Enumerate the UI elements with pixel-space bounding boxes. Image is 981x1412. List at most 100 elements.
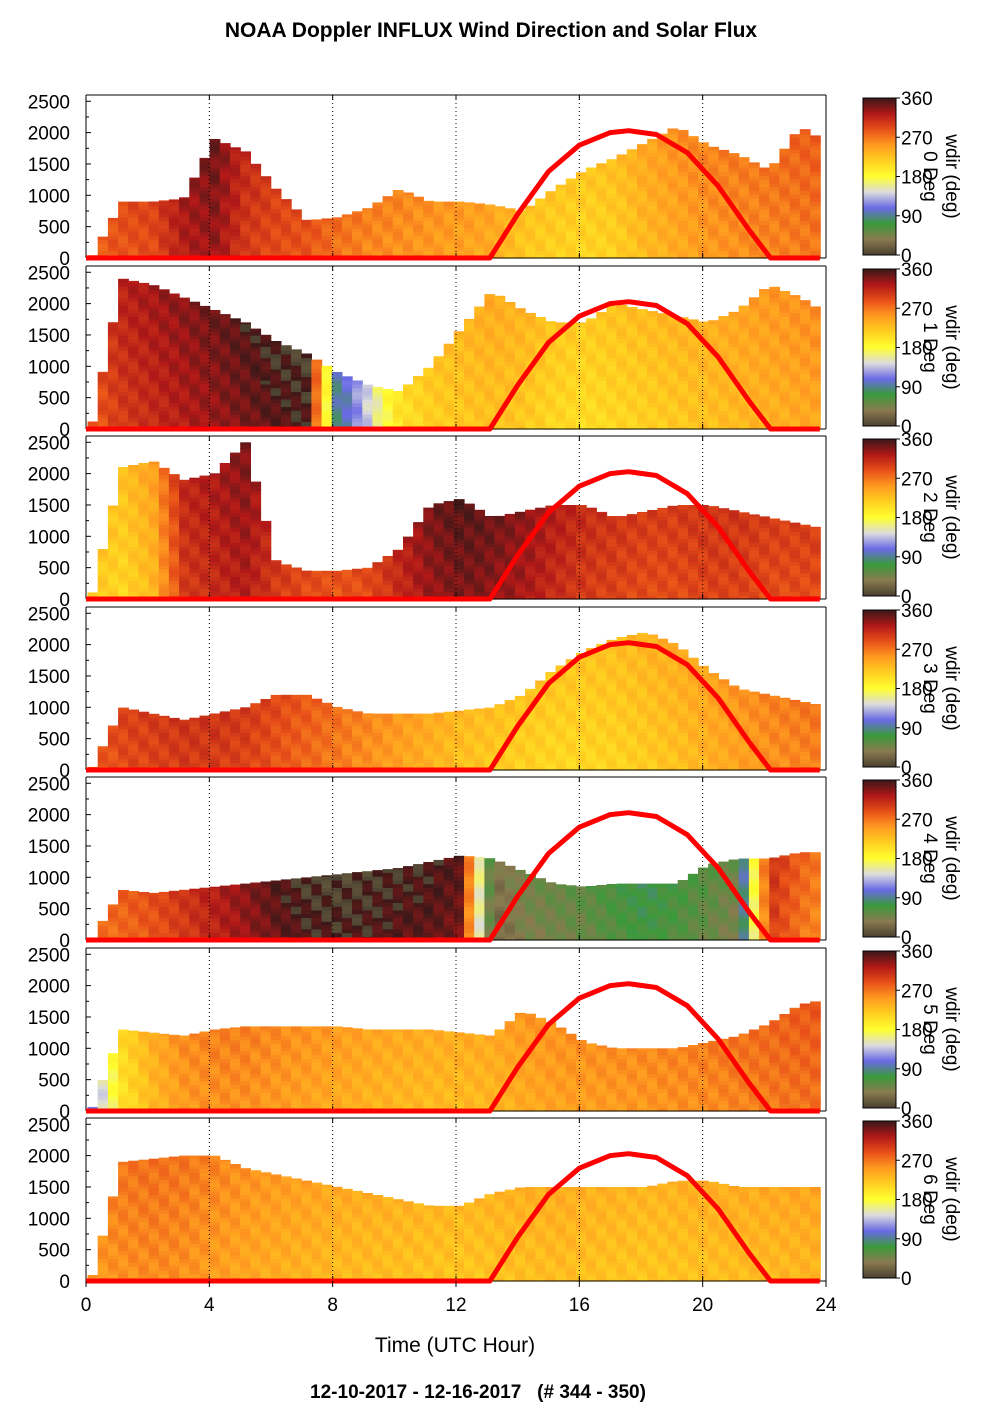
heatmap-cell — [260, 406, 272, 411]
heatmap-cell — [179, 493, 190, 499]
heatmap-cell — [616, 565, 628, 570]
heatmap-cell — [647, 212, 658, 218]
heatmap-cell — [718, 205, 730, 210]
heatmap-cell — [606, 587, 618, 593]
heatmap-cell — [718, 327, 730, 332]
heatmap-cell — [453, 508, 465, 514]
heatmap-cell — [698, 372, 709, 377]
heatmap-cell — [769, 338, 781, 344]
heatmap-cell — [301, 220, 312, 225]
heatmap-cell — [128, 527, 139, 532]
heatmap-cell — [514, 231, 526, 237]
heatmap-cell — [209, 350, 221, 355]
heatmap-cell — [606, 350, 618, 355]
heatmap-cell — [138, 546, 150, 551]
heatmap-cell — [504, 350, 516, 355]
heatmap-cell — [474, 372, 485, 377]
heatmap-cell — [189, 220, 201, 225]
heatmap-cell — [494, 421, 506, 426]
heatmap-cell — [240, 227, 251, 233]
heatmap-cell — [280, 410, 292, 415]
heatmap-cell — [494, 553, 506, 559]
heatmap-cell — [545, 398, 557, 404]
heatmap-cell — [616, 395, 628, 400]
heatmap-cell — [789, 398, 801, 404]
heatmap-cell — [158, 350, 170, 355]
heatmap-cell — [138, 561, 150, 566]
heatmap-cell — [321, 402, 333, 408]
heatmap-cell — [545, 201, 557, 206]
heatmap-cell — [728, 417, 740, 423]
heatmap-cell — [728, 335, 740, 340]
heatmap-cell — [453, 565, 465, 570]
heatmap-cell — [168, 527, 180, 532]
heatmap-cell — [372, 235, 384, 240]
heatmap-cell — [372, 591, 384, 596]
heatmap-cell — [677, 227, 689, 233]
heatmap-cell — [759, 239, 770, 244]
heatmap-cell — [230, 546, 241, 551]
heatmap-cell — [158, 421, 170, 426]
heatmap-cell — [667, 342, 679, 347]
heatmap-cell — [382, 398, 394, 404]
heatmap-cell — [107, 512, 119, 517]
heatmap-cell — [118, 327, 129, 332]
heatmap-cell — [647, 402, 658, 408]
heatmap-cell — [596, 312, 608, 317]
heatmap-cell — [240, 459, 251, 465]
heatmap-cell — [403, 391, 414, 396]
heatmap-cell — [240, 493, 251, 499]
heatmap-cell — [250, 557, 262, 562]
heatmap-cell — [555, 243, 567, 248]
heatmap-cell — [311, 417, 323, 423]
heatmap-cell — [352, 398, 363, 404]
heatmap-cell — [199, 308, 211, 313]
heatmap-cell — [606, 319, 618, 325]
heatmap-cell — [565, 365, 577, 370]
heatmap-cell — [677, 572, 689, 578]
heatmap-cell — [138, 361, 150, 366]
heatmap-cell — [352, 568, 363, 570]
heatmap-cell — [464, 584, 475, 589]
heatmap-cell — [392, 220, 404, 225]
heatmap-cell — [158, 293, 170, 298]
heatmap-cell — [179, 417, 190, 423]
heatmap-cell — [179, 482, 190, 487]
heatmap-cell — [667, 323, 679, 329]
heatmap-cell — [769, 220, 781, 225]
heatmap-cell — [464, 550, 475, 555]
heatmap-cell — [626, 376, 638, 381]
heatmap-cell — [504, 342, 516, 347]
heatmap-cell — [748, 346, 760, 351]
heatmap-cell — [728, 239, 740, 244]
heatmap-cell — [525, 580, 536, 585]
heatmap-cell — [260, 357, 272, 362]
heatmap-cell — [637, 565, 648, 570]
heatmap-cell — [311, 570, 323, 574]
heatmap-cell — [606, 164, 618, 169]
heatmap-cell — [270, 212, 282, 218]
heatmap-cell — [759, 197, 770, 203]
heatmap-cell — [759, 346, 770, 351]
heatmap-cell — [443, 576, 455, 581]
heatmap-cell — [433, 372, 445, 377]
heatmap-cell — [107, 357, 119, 362]
heatmap-cell — [810, 357, 821, 362]
heatmap-cell — [616, 391, 628, 396]
heatmap-cell — [189, 338, 201, 344]
heatmap-cell — [586, 246, 597, 252]
heatmap-cell — [352, 572, 363, 578]
heatmap-cell — [555, 365, 567, 370]
heatmap-cell — [209, 473, 221, 476]
heatmap-cell — [575, 587, 587, 593]
heatmap-cell — [128, 523, 139, 529]
heatmap-cell — [128, 293, 139, 298]
heatmap-cell — [555, 323, 567, 329]
heatmap-cell — [575, 542, 587, 547]
heatmap-cell — [647, 171, 658, 176]
heatmap-cell — [555, 254, 567, 259]
heatmap-cell — [352, 402, 363, 408]
heatmap-cell — [687, 250, 699, 255]
heatmap-cell — [240, 205, 251, 210]
heatmap-cell — [443, 376, 455, 381]
